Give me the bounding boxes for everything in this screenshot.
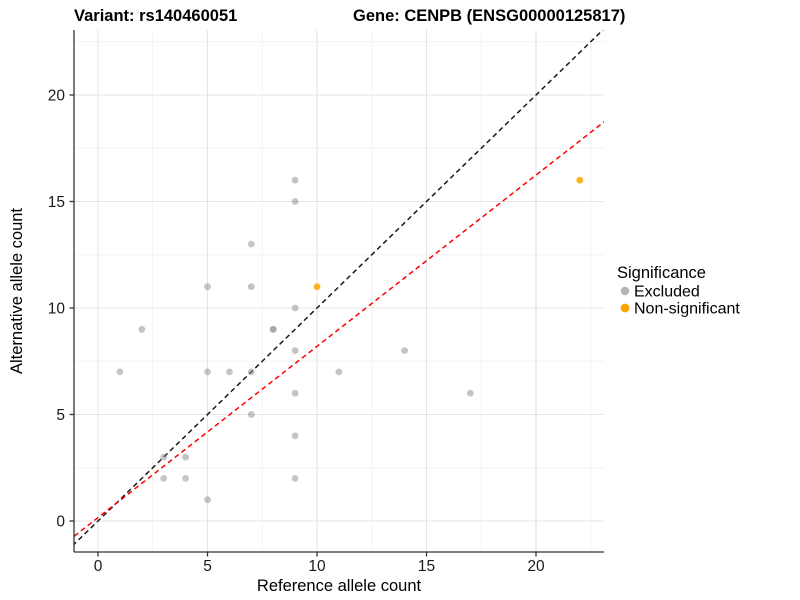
x-tick-label: 15 [418, 558, 435, 575]
plot-panel [74, 30, 604, 552]
legend-key-excluded-icon [620, 286, 630, 296]
scatter-point-excluded [247, 368, 255, 376]
y-tick-label: 10 [48, 301, 66, 318]
scatter-point-excluded [291, 347, 299, 354]
scatter-point-excluded [291, 432, 299, 440]
x-tick-label: 0 [94, 558, 103, 575]
scatter-point-excluded [138, 325, 146, 333]
legend: Significance Excluded Non-significant [617, 264, 740, 318]
axis-ticks [69, 94, 537, 557]
y-axis-title: Alternative allele count [8, 208, 26, 374]
scatter-point-excluded [401, 347, 408, 354]
scatter-point-excluded [466, 389, 474, 397]
scatter-point-excluded [247, 283, 255, 291]
scatter-points [116, 176, 584, 504]
scatter-point-excluded [291, 475, 299, 482]
x-tick-label: 20 [527, 558, 545, 575]
scatter-point-excluded [291, 176, 299, 184]
scatter-point-non-significant [576, 176, 584, 184]
scatter-point-excluded [291, 198, 299, 205]
scatter-point-excluded [269, 325, 277, 333]
gene-title: Gene: CENPB (ENSG00000125817) [353, 7, 625, 25]
scatter-point-excluded [291, 389, 299, 397]
identity-line [74, 30, 604, 546]
x-axis-title: Reference allele count [257, 577, 422, 595]
x-tick-label: 5 [203, 558, 212, 575]
scatter-point-excluded [116, 368, 124, 376]
reference-lines [74, 30, 604, 546]
grid-layer [74, 30, 604, 552]
y-tick-label: 20 [48, 88, 66, 105]
legend-title: Significance [617, 264, 706, 282]
legend-label-nonsignificant: Non-significant [634, 301, 740, 318]
scatter-point-excluded [204, 283, 211, 291]
scatter-point-excluded [335, 368, 343, 376]
fit-line [74, 120, 604, 538]
scatter-point-excluded [182, 453, 190, 461]
scatter-point-excluded [226, 368, 233, 376]
scatter-point-excluded [291, 304, 299, 312]
scatter-point-non-significant [313, 283, 321, 291]
scatter-point-excluded [204, 368, 211, 376]
y-tick-label: 15 [48, 194, 65, 211]
legend-label-excluded: Excluded [634, 284, 700, 301]
axis-tick-labels: 0 5 10 15 20 0 5 10 15 20 [48, 88, 545, 576]
legend-key-nonsignificant-icon [620, 303, 630, 313]
x-tick-label: 10 [308, 558, 326, 575]
scatter-point-excluded [160, 453, 168, 461]
y-tick-label: 0 [56, 514, 65, 531]
scatter-point-excluded [204, 496, 211, 504]
scatter-point-excluded [182, 475, 190, 482]
scatter-point-excluded [247, 411, 255, 418]
scatter-point-excluded [247, 240, 255, 248]
y-tick-label: 5 [56, 407, 65, 424]
scatter-point-excluded [160, 475, 168, 482]
variant-title: Variant: rs140460051 [74, 7, 237, 25]
